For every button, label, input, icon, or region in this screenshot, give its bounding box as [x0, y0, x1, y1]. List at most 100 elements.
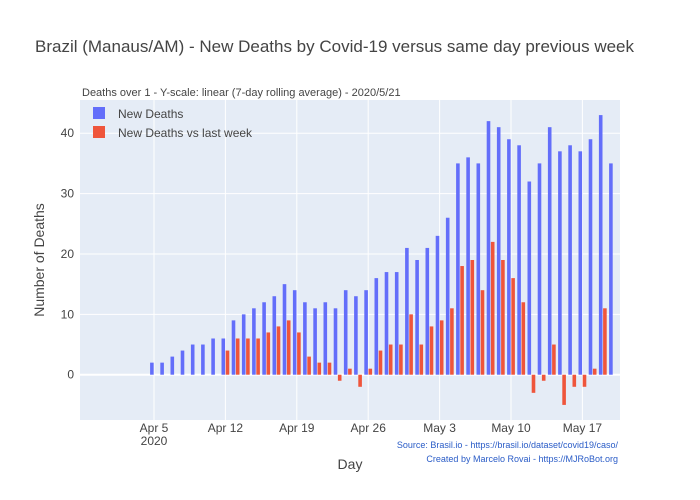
bar-vs-last-week	[327, 362, 332, 375]
bar-vs-last-week	[521, 302, 526, 375]
bar-vs-last-week	[337, 374, 342, 381]
bar-vs-last-week	[541, 374, 546, 381]
bar-new-deaths	[537, 163, 542, 375]
y-tick-label: 30	[61, 187, 75, 201]
bar-vs-last-week	[348, 368, 352, 375]
bar-new-deaths	[364, 290, 368, 375]
bar-vs-last-week	[490, 241, 495, 375]
bar-new-deaths	[333, 308, 338, 375]
y-tick-label: 20	[61, 247, 75, 261]
bar-new-deaths	[517, 145, 521, 375]
bar-new-deaths	[180, 350, 185, 375]
bar-new-deaths	[150, 362, 154, 375]
x-tick-label: Apr 5	[140, 421, 169, 435]
bar-vs-last-week	[480, 290, 485, 375]
bar-vs-last-week	[399, 344, 403, 375]
bar-new-deaths	[241, 314, 246, 375]
bar-new-deaths	[211, 338, 215, 375]
bar-new-deaths	[415, 260, 419, 375]
x-tick-label: Apr 12	[208, 421, 244, 435]
bar-new-deaths	[486, 121, 491, 375]
bar-vs-last-week	[368, 368, 373, 375]
x-tick-label: Apr 26	[351, 421, 387, 435]
bar-new-deaths	[282, 284, 287, 375]
x-tick-label: May 17	[563, 421, 603, 435]
bar-new-deaths	[343, 290, 348, 375]
bar-vs-last-week	[317, 362, 322, 375]
bar-new-deaths	[221, 338, 226, 375]
bar-vs-last-week	[225, 350, 230, 375]
x-tick-label: Apr 19	[279, 421, 315, 435]
bar-vs-last-week	[286, 320, 291, 375]
bar-new-deaths	[588, 139, 593, 375]
y-tick-labels: 0 10 20 30 40	[61, 126, 75, 382]
bar-new-deaths	[354, 296, 358, 375]
bar-new-deaths	[231, 320, 236, 375]
bar-vs-last-week	[297, 332, 301, 375]
bar-new-deaths	[160, 362, 164, 375]
legend-swatch[interactable]	[93, 126, 105, 138]
bar-vs-last-week	[429, 326, 434, 375]
bar-vs-last-week	[388, 344, 393, 375]
bar-new-deaths	[262, 302, 266, 375]
bar-new-deaths	[435, 235, 440, 375]
x-tick-sublabel: 2020	[141, 434, 168, 448]
bar-vs-last-week	[266, 332, 271, 375]
x-axis-label: Day	[338, 456, 363, 472]
bar-new-deaths	[598, 115, 603, 375]
bar-vs-last-week	[562, 374, 566, 405]
legend-label[interactable]: New Deaths vs last week	[118, 126, 253, 140]
bar-new-deaths	[405, 247, 409, 375]
bar-new-deaths	[425, 247, 430, 375]
y-tick-label: 10	[61, 307, 75, 321]
bar-new-deaths	[201, 344, 205, 375]
bar-new-deaths	[272, 296, 277, 375]
x-tick-label: May 3	[423, 421, 456, 435]
legend[interactable]: New Deaths New Deaths vs last week	[93, 107, 253, 140]
bar-new-deaths	[456, 163, 460, 375]
bar-new-deaths	[190, 344, 195, 375]
bar-vs-last-week	[572, 374, 577, 387]
bar-new-deaths	[313, 308, 317, 375]
bar-new-deaths	[578, 151, 583, 375]
bar-new-deaths	[558, 151, 562, 375]
bar-vs-last-week	[501, 260, 505, 375]
bar-new-deaths	[292, 290, 297, 375]
legend-label[interactable]: New Deaths	[118, 107, 183, 121]
bar-vs-last-week	[582, 374, 587, 387]
bar-vs-last-week	[276, 326, 281, 375]
bar-vs-last-week	[603, 308, 607, 375]
gridlines	[80, 100, 620, 420]
bar-new-deaths	[609, 163, 613, 375]
bar-vs-last-week	[460, 266, 464, 375]
bar-new-deaths	[303, 302, 307, 375]
bar-new-deaths	[170, 356, 175, 375]
bar-vs-last-week	[307, 356, 311, 375]
source-annotation: Source: Brasil.io - https://brasil.io/da…	[397, 440, 619, 450]
bar-new-deaths	[445, 217, 450, 375]
bar-new-deaths	[252, 308, 256, 375]
bar-new-deaths	[507, 139, 511, 375]
bar-vs-last-week	[358, 374, 362, 387]
y-tick-label: 40	[61, 126, 75, 140]
bar-new-deaths	[496, 127, 501, 375]
bar-new-deaths	[476, 163, 481, 375]
bar-new-deaths	[547, 127, 552, 375]
y-tick-label: 0	[67, 368, 74, 382]
bar-vs-last-week	[531, 374, 536, 393]
credit-annotation: Created by Marcelo Rovai - https://MJRoB…	[426, 454, 618, 464]
bar-new-deaths	[527, 181, 532, 375]
bars	[150, 115, 613, 405]
bar-vs-last-week	[552, 344, 556, 375]
bar-vs-last-week	[592, 368, 597, 375]
bar-vs-last-week	[419, 344, 424, 375]
legend-swatch[interactable]	[93, 107, 105, 119]
bar-vs-last-week	[450, 308, 454, 375]
chart-subtitle: Deaths over 1 - Y-scale: linear (7-day r…	[82, 87, 401, 99]
bar-vs-last-week	[246, 338, 250, 375]
y-axis-label: Number of Deaths	[31, 203, 47, 317]
bar-vs-last-week	[511, 278, 515, 375]
bar-vs-last-week	[256, 338, 260, 375]
